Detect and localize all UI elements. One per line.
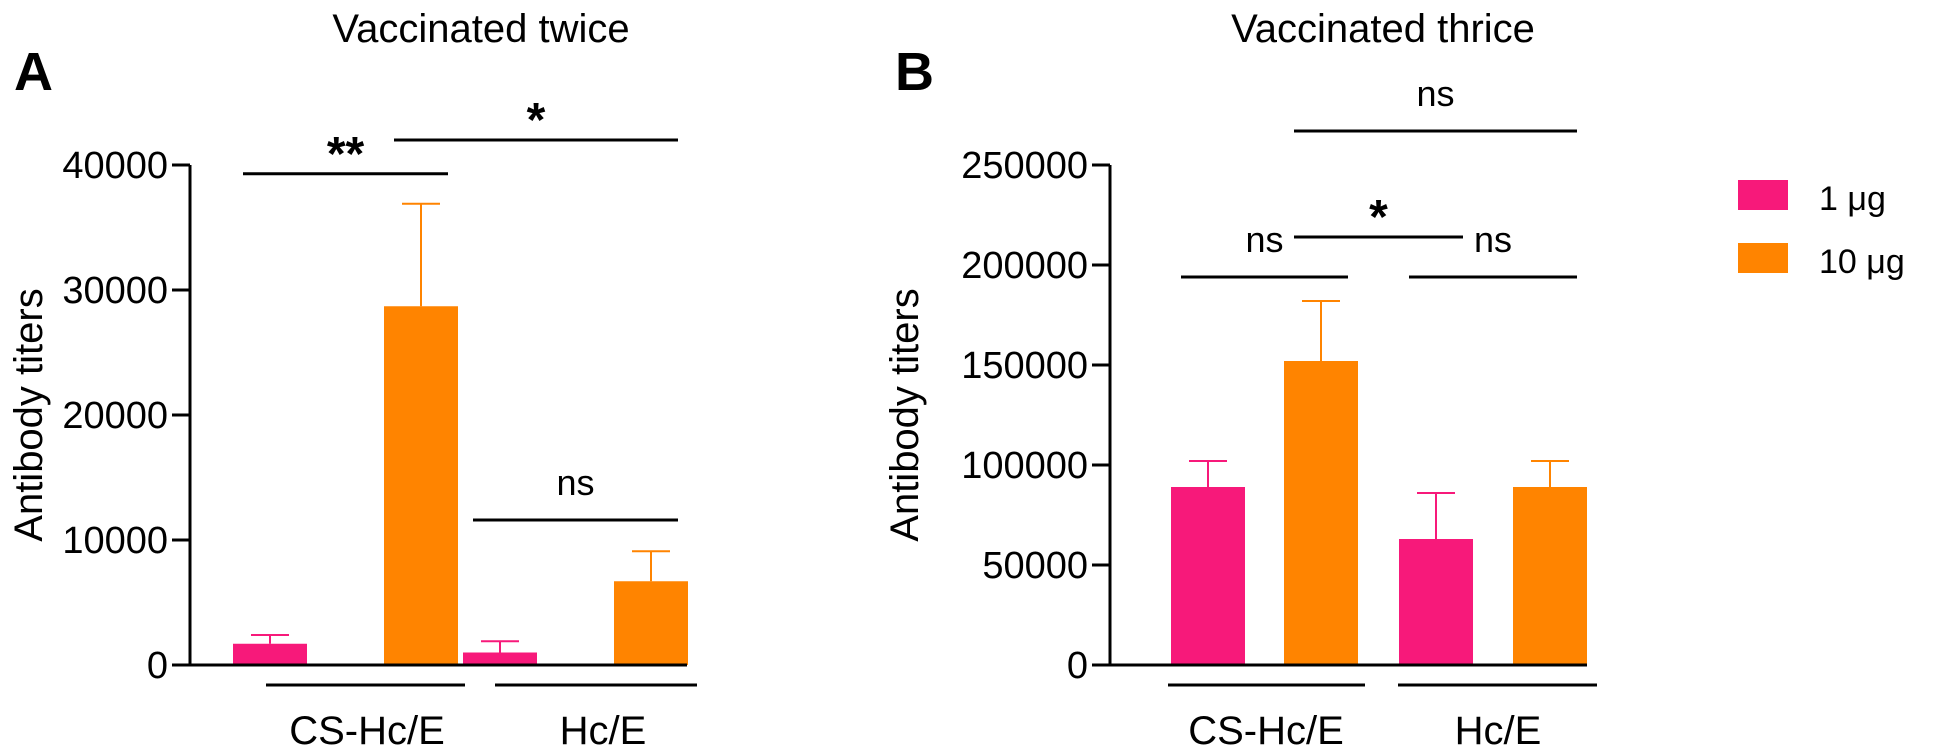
y-tick-label: 50000 — [982, 545, 1088, 587]
significance-label: ** — [327, 128, 365, 181]
panel-a: Vaccinated twice A Antibody titers 0 10000 20… — [7, 7, 697, 752]
y-tick-label: 10000 — [62, 520, 168, 562]
significance-label: ns — [1474, 219, 1512, 260]
y-tick-label: 0 — [147, 645, 168, 687]
y-axis-label: Antibody titers — [7, 288, 51, 541]
legend: 1 μg 10 μg — [1738, 180, 1905, 281]
bar — [1171, 487, 1245, 665]
chart-title: Vaccinated twice — [332, 7, 629, 51]
y-tick-label: 30000 — [62, 270, 168, 312]
legend-swatch — [1738, 243, 1788, 273]
bar — [384, 306, 458, 665]
y-tick-label: 20000 — [62, 395, 168, 437]
y-tick-label: 150000 — [961, 345, 1088, 387]
bar — [614, 581, 688, 665]
group-label: Hc/E — [1455, 709, 1542, 752]
y-tick-label: 0 — [1067, 645, 1088, 687]
significance-label: * — [527, 94, 546, 147]
group-label: CS-Hc/E — [289, 709, 445, 752]
group-label: CS-Hc/E — [1188, 709, 1344, 752]
significance-label: ns — [556, 462, 594, 503]
significance-label: ns — [1416, 73, 1454, 114]
legend-label: 1 μg — [1819, 180, 1886, 218]
significance-label: * — [1369, 191, 1388, 244]
y-axis-label: Antibody titers — [883, 288, 927, 541]
y-tick-label: 100000 — [961, 445, 1088, 487]
bar — [1284, 361, 1358, 665]
y-tick-label: 40000 — [62, 145, 168, 187]
significance-label: ns — [1245, 219, 1283, 260]
y-tick-label: 200000 — [961, 245, 1088, 287]
chart-title: Vaccinated thrice — [1231, 7, 1535, 51]
group-label: Hc/E — [560, 709, 647, 752]
bar — [233, 643, 307, 665]
bar — [463, 652, 537, 665]
legend-swatch — [1738, 180, 1788, 210]
bar — [1513, 487, 1587, 665]
legend-label: 10 μg — [1819, 243, 1905, 281]
y-tick-label: 250000 — [961, 145, 1088, 187]
panel-b: Vaccinated thrice B Antibody titers 0 50000 1… — [883, 7, 1597, 752]
panel-letter: A — [14, 42, 53, 102]
bar — [1399, 539, 1473, 665]
panel-letter: B — [895, 42, 934, 102]
